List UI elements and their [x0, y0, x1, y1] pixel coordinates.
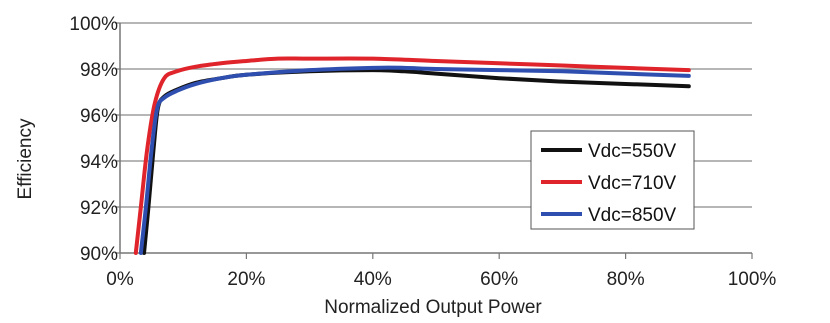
x-tick-label-4: 80%: [607, 269, 645, 290]
series-line-710v: [133, 56, 691, 255]
y-axis-title: Efficiency: [15, 118, 36, 199]
legend-label-550v: Vdc=550V: [588, 141, 677, 162]
legend-label-850v: Vdc=850V: [588, 205, 677, 226]
y-tick-label-5: 100%: [69, 14, 118, 35]
series-line-850v: [138, 65, 691, 255]
x-tick-label-0: 0%: [106, 269, 134, 290]
y-tick-label-4: 98%: [80, 60, 118, 81]
y-tick-label-0: 90%: [80, 244, 118, 265]
axis-titles: Normalized Output Power Efficiency: [15, 118, 542, 318]
legend-label-710v: Vdc=710V: [588, 173, 677, 194]
legend: Vdc=550V Vdc=710V Vdc=850V: [530, 130, 695, 230]
y-tick-label-2: 94%: [80, 152, 118, 173]
y-tick-label-3: 96%: [80, 106, 118, 127]
y-tick-label-1: 92%: [80, 198, 118, 219]
x-tick-label-5: 100%: [728, 269, 777, 290]
series-layer: [133, 56, 691, 255]
x-tick-label-3: 60%: [480, 269, 518, 290]
axes-layer: [115, 22, 753, 259]
x-tick-label-1: 20%: [227, 269, 265, 290]
x-axis-title: Normalized Output Power: [324, 297, 542, 318]
tick-labels: 90% 92% 94% 96% 98% 100% 0% 20% 40% 60% 80% 100%: [69, 14, 776, 290]
x-tick-label-2: 40%: [354, 269, 392, 290]
